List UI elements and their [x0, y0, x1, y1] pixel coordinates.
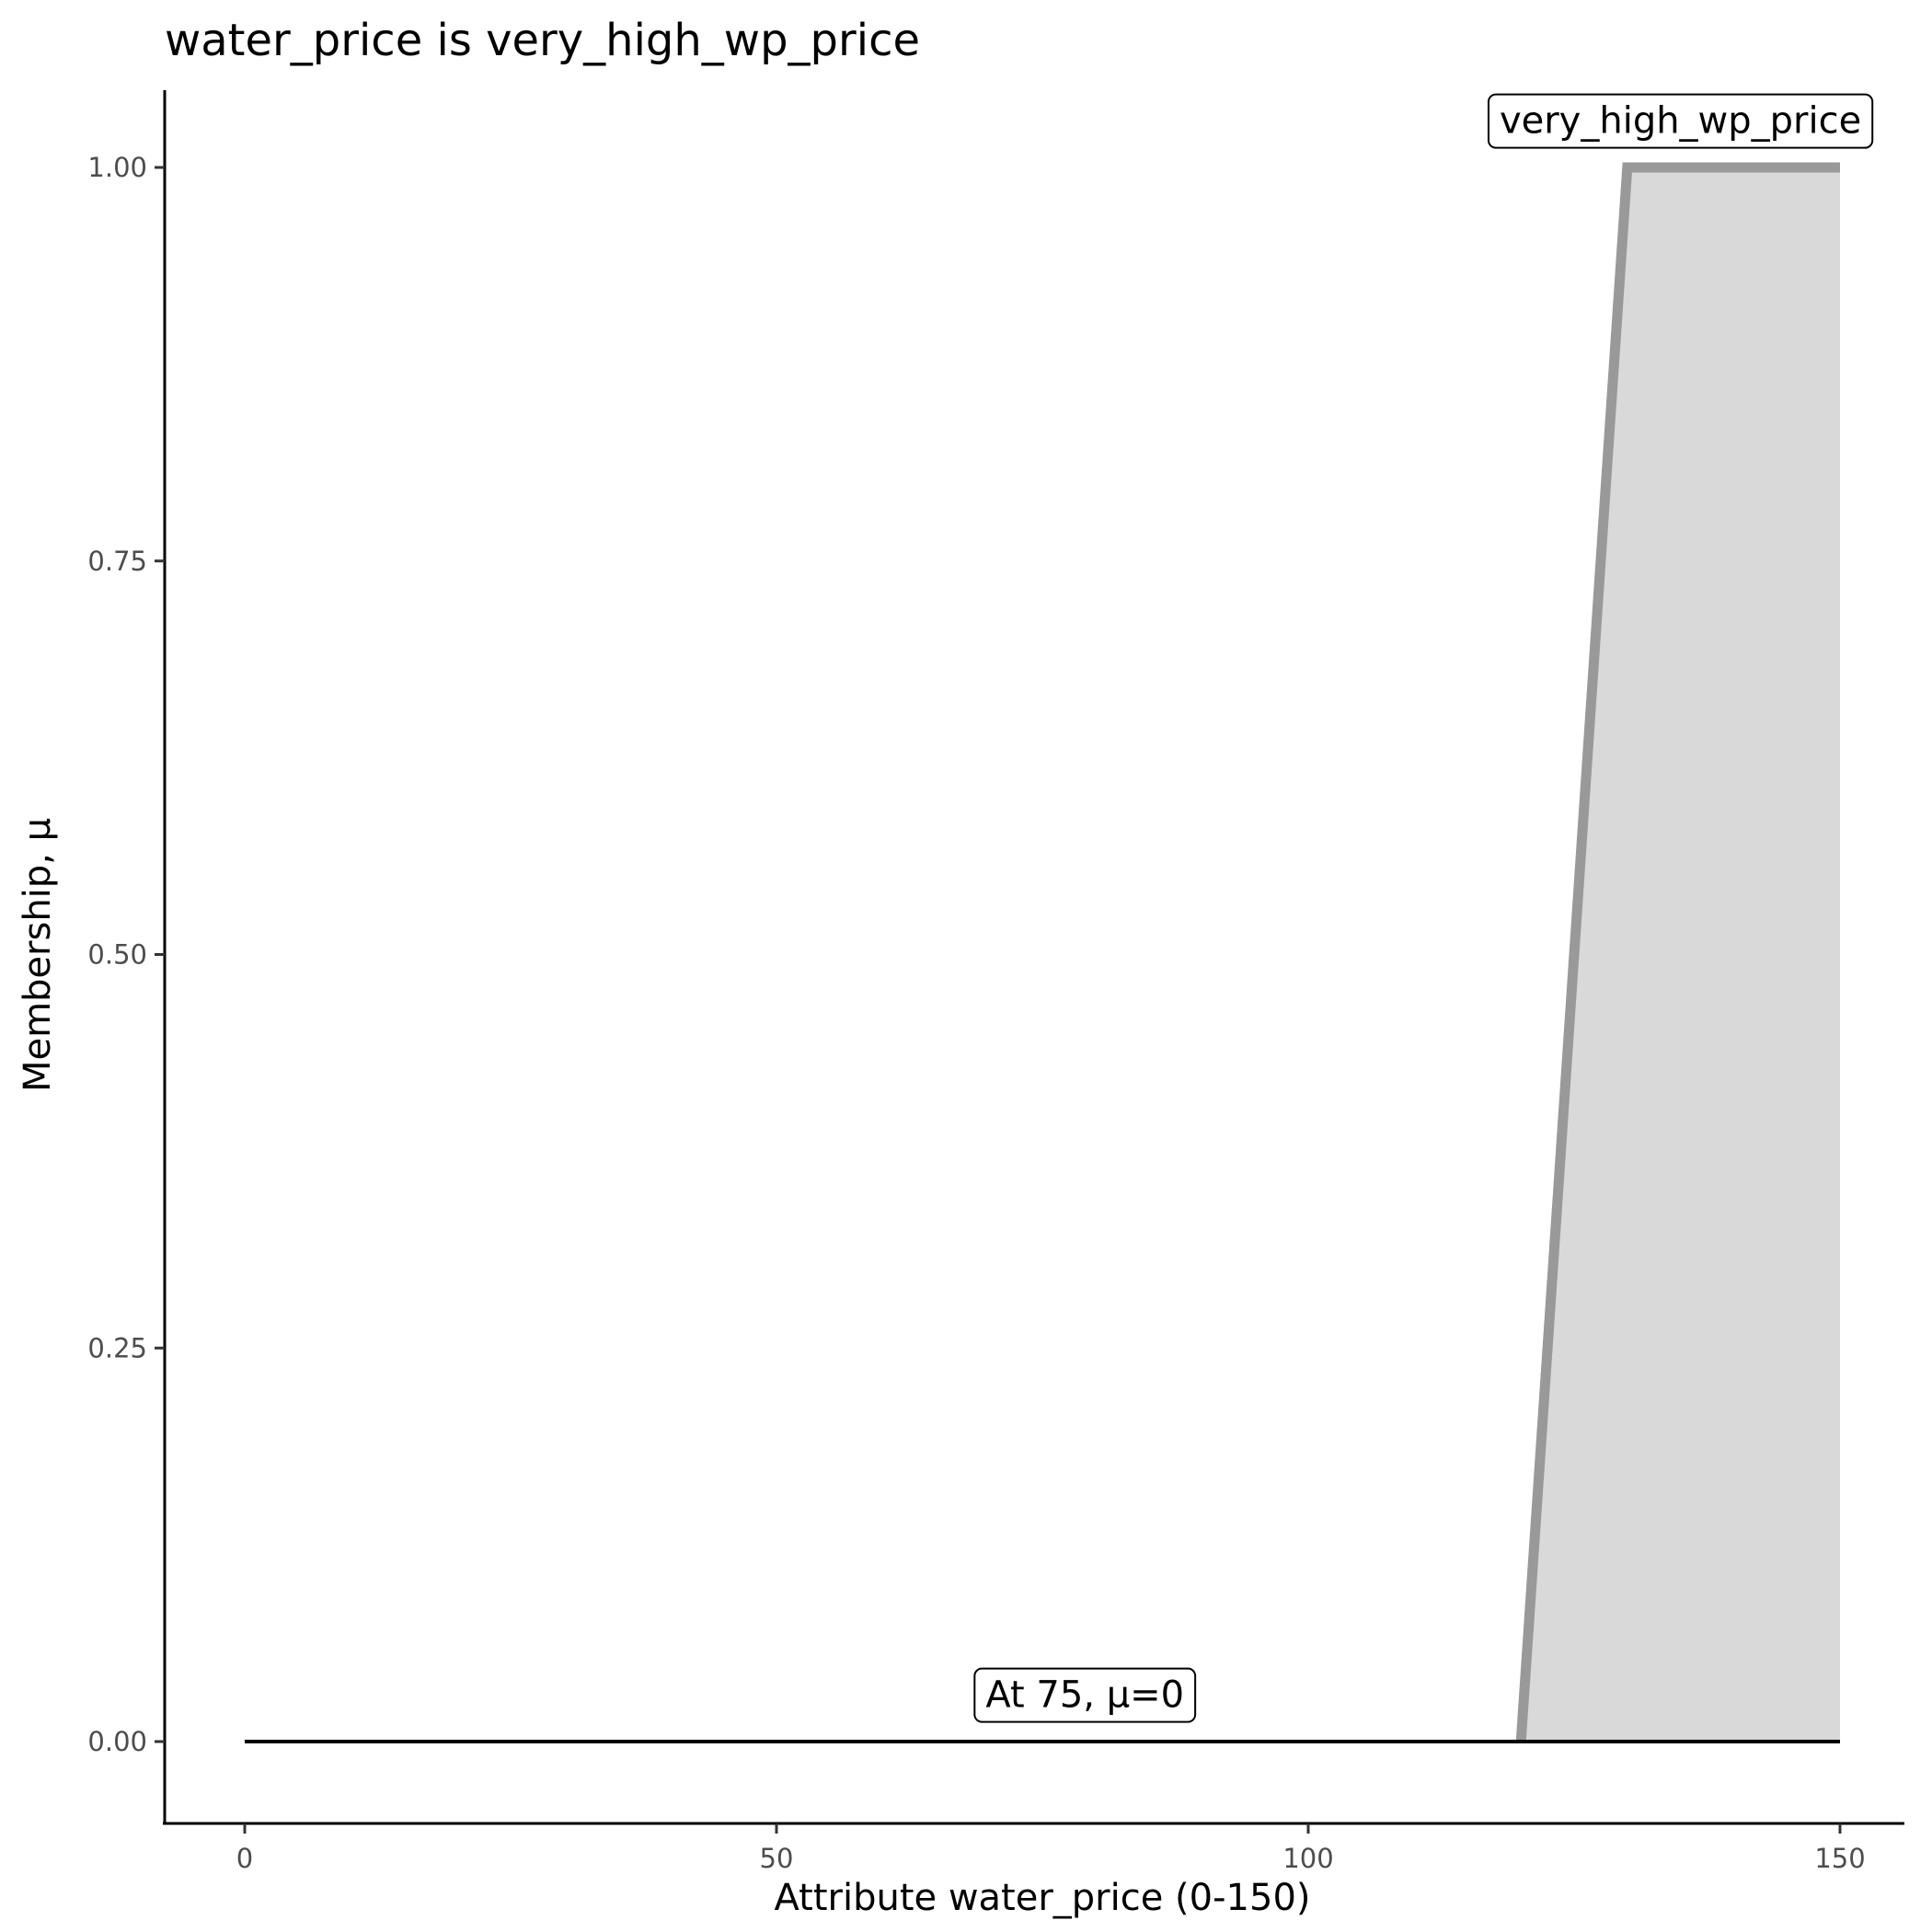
x-tick-label: 50 [760, 1843, 794, 1874]
chart-title: water_price is very_high_wp_price [165, 15, 920, 66]
x-ticks: 0 50 100 150 [236, 1823, 1866, 1874]
annotation-label: At 75, μ=0 [973, 1667, 1197, 1723]
svg-text:very_high_wp_price: very_high_wp_price [1500, 100, 1861, 143]
y-axis-title: Membership, μ [17, 818, 59, 1092]
axes [163, 90, 1904, 1825]
y-tick-label: 0.00 [87, 1726, 147, 1757]
annotations: very_high_wp_price At 75, μ=0 [973, 93, 1874, 1723]
y-tick-label: 0.75 [87, 546, 147, 577]
membership-area [245, 167, 1840, 1742]
y-ticks: 0.00 0.25 0.50 0.75 1.00 [87, 152, 165, 1757]
svg-text:At 75, μ=0: At 75, μ=0 [985, 1674, 1184, 1717]
membership-line [1515, 162, 1840, 1742]
x-axis-title: Attribute water_price (0-150) [774, 1877, 1310, 1919]
x-tick-label: 150 [1814, 1843, 1865, 1874]
y-tick-label: 0.50 [87, 939, 147, 971]
x-tick-label: 100 [1282, 1843, 1333, 1874]
x-tick-label: 0 [236, 1843, 253, 1874]
y-tick-label: 1.00 [87, 152, 147, 183]
y-tick-label: 0.25 [87, 1332, 147, 1363]
annotation-label: very_high_wp_price [1487, 93, 1874, 149]
plot-area [245, 162, 1840, 1743]
